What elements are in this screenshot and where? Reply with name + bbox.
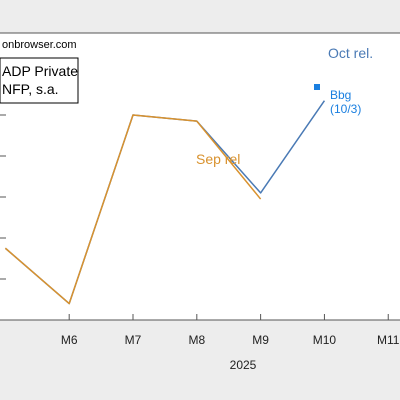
legend-line-2: NFP, s.a. xyxy=(2,81,59,97)
series-label-sep-release: Sep rel xyxy=(196,151,240,167)
legend-line-1: ADP Private xyxy=(2,63,78,79)
x-axis-ticks: M6 M7 M8 M9 M10 M11 xyxy=(61,314,400,347)
bbg-label: Bbg xyxy=(330,88,351,102)
x-tick-label: M7 xyxy=(125,333,142,347)
bbg-date-label: (10/3) xyxy=(330,102,361,116)
x-tick-label: M6 xyxy=(61,333,78,347)
x-tick-label: M11 xyxy=(377,333,400,347)
x-tick-label: M9 xyxy=(252,333,269,347)
year-label: 2025 xyxy=(230,358,257,372)
series-layer: Oct rel. Sep rel Bbg(10/3) xyxy=(4,45,373,305)
x-tick-label: M8 xyxy=(188,333,205,347)
bbg-consensus-marker xyxy=(314,84,320,90)
legend-box xyxy=(0,57,79,104)
source-watermark: onbrowser.com xyxy=(2,39,77,51)
series-line-sep-release xyxy=(4,114,262,305)
x-tick-label: M10 xyxy=(313,333,337,347)
series-label-oct-release: Oct rel. xyxy=(328,45,373,61)
